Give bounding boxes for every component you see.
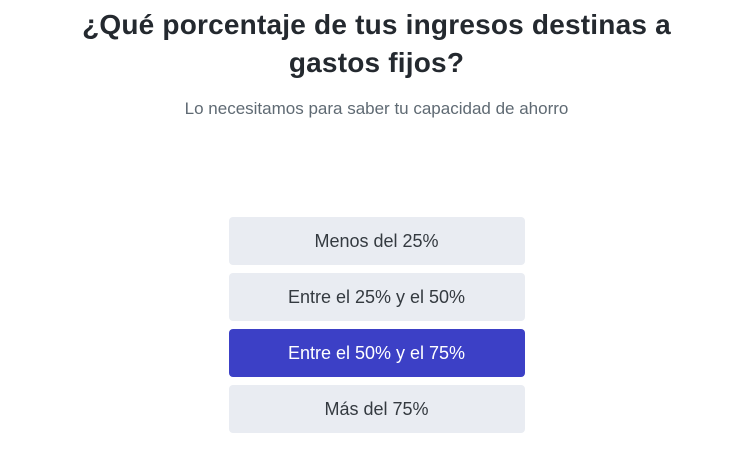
question-title: ¿Qué porcentaje de tus ingresos destinas… bbox=[82, 9, 671, 78]
options-list: Menos del 25% Entre el 25% y el 50% Entre … bbox=[228, 217, 525, 433]
option-button-3[interactable]: Entre el 50% y el 75% bbox=[228, 329, 525, 377]
option-button-2[interactable]: Entre el 25% y el 50% bbox=[228, 273, 525, 321]
option-button-1[interactable]: Menos del 25% bbox=[228, 217, 525, 265]
option-button-4[interactable]: Más del 75% bbox=[228, 385, 525, 433]
question-subtitle: Lo necesitamos para saber tu capacidad d… bbox=[184, 99, 569, 118]
